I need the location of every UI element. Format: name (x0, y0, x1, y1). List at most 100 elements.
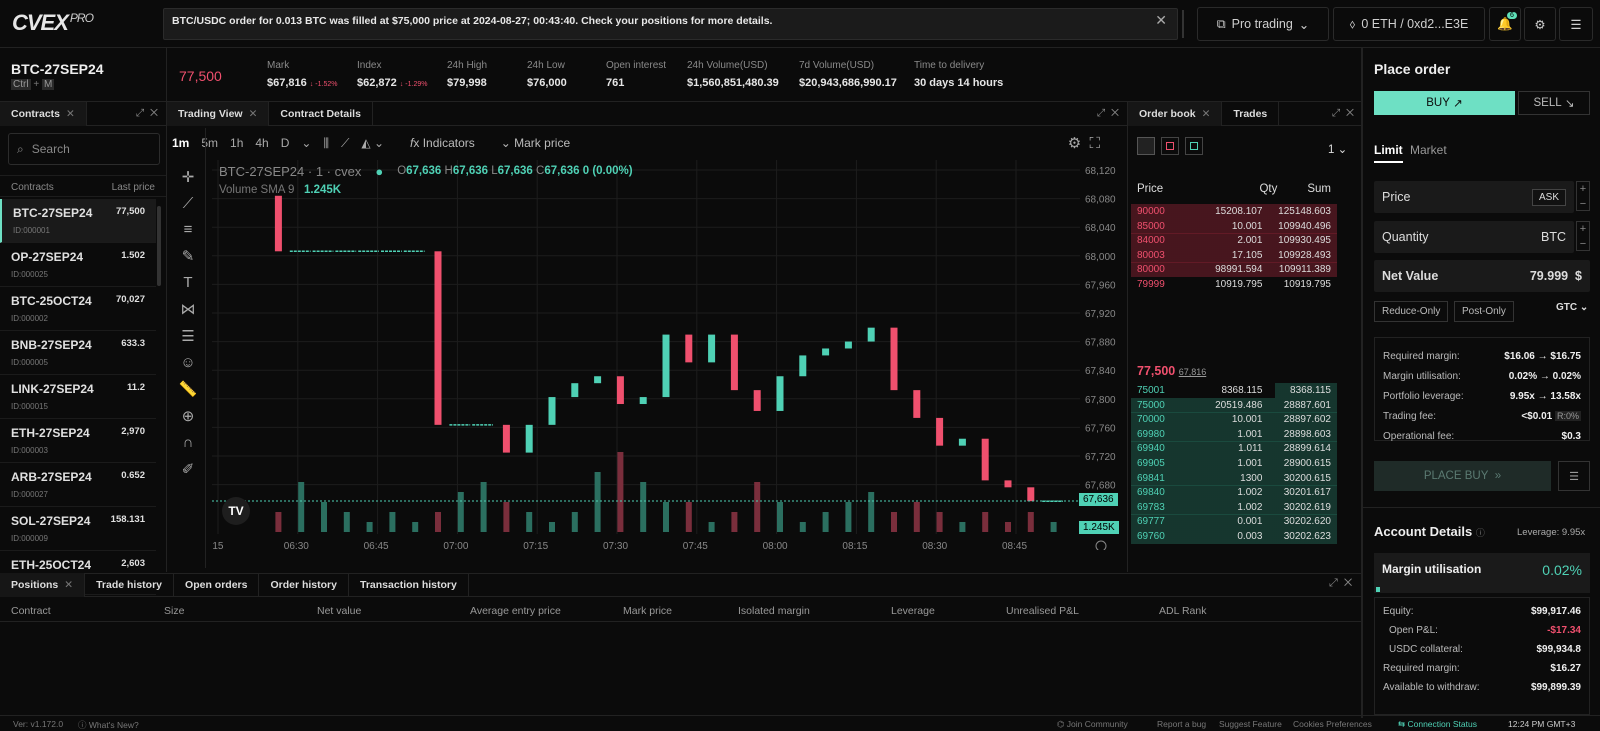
close-icon[interactable]: ✕ (248, 107, 258, 120)
wallet-button[interactable]: ⬨ 0 ETH / 0xd2...E3E (1333, 7, 1485, 41)
contract-item[interactable]: BTC-27SEP24 77,500 ID:000001 (0, 199, 156, 243)
place-buy-button[interactable]: PLACE BUY » (1374, 461, 1551, 491)
tab-order-history[interactable]: Order history (259, 573, 349, 597)
fib-icon[interactable]: ≡ (183, 221, 193, 238)
emoji-icon[interactable]: ☺ (180, 354, 196, 371)
pro-trading-dropdown[interactable]: ⧉ Pro trading ⌄ (1197, 7, 1329, 41)
tradingview-logo[interactable]: TV (222, 497, 250, 525)
expand-icon[interactable]: ⤢ ✕ (1331, 107, 1354, 119)
join-community-link[interactable]: ⌬ Join Community (1057, 719, 1128, 729)
bid-row[interactable]: 69783 1.002 30202.619 (1131, 499, 1337, 515)
tab-positions[interactable]: Positions ✕ (0, 573, 86, 597)
bid-row[interactable]: 69760 0.003 30202.623 (1131, 529, 1337, 544)
expand-icon[interactable]: ⤢ ✕ (1329, 577, 1353, 589)
info-icon[interactable]: ⓘ (1475, 528, 1485, 538)
tab-limit[interactable]: Limit (1374, 143, 1403, 163)
depth-select[interactable]: 1 ⌄ (1328, 144, 1348, 156)
notifications-button[interactable]: 🔔 6 (1489, 7, 1521, 41)
whats-new-link[interactable]: ⓘ What's New? (78, 720, 139, 730)
market-symbol[interactable]: BTC-27SEP24 (11, 61, 104, 77)
bid-row[interactable]: 70000 10.001 28897.602 (1131, 412, 1337, 428)
ruler-icon[interactable]: 📏 (178, 381, 198, 398)
ask-row[interactable]: 84000 2.001 109930.495 (1131, 233, 1337, 249)
bid-row[interactable]: 69940 1.011 28899.614 (1131, 441, 1337, 457)
contract-item[interactable]: ETH-27SEP24 2,970 ID:000003 (0, 419, 156, 463)
bid-row[interactable]: 75001 8368.115 8368.115 (1131, 383, 1337, 398)
expand-icon[interactable]: ⤢ ✕ (135, 107, 158, 119)
close-icon[interactable]: ✕ (1155, 12, 1167, 28)
area-chart-icon[interactable]: ◭ ⌄ (361, 136, 385, 150)
expand-icon[interactable]: ⤢ ✕ (1096, 107, 1119, 119)
post-only-toggle[interactable]: Post-Only (1454, 301, 1514, 322)
ask-row[interactable]: 90000 15208.107 125148.603 (1131, 204, 1337, 219)
crosshair-icon[interactable]: ✛ (181, 169, 195, 186)
forecast-icon[interactable]: ☰ (181, 328, 195, 345)
contract-item[interactable]: ARB-27SEP24 0.652 ID:000027 (0, 463, 156, 507)
tab-orderbook[interactable]: Order book ✕ (1128, 101, 1223, 126)
chevron-down-icon[interactable]: ⌄ (301, 136, 312, 150)
contract-item[interactable]: LINK-27SEP24 11.2 ID:000015 (0, 375, 156, 419)
close-icon[interactable]: ✕ (64, 579, 74, 591)
gear-icon[interactable]: ⚙ ⛶ (1067, 135, 1100, 152)
text-icon[interactable]: T (183, 274, 193, 291)
bar-chart-icon[interactable]: ⫼ (323, 135, 329, 150)
scrollbar[interactable] (157, 206, 161, 286)
price-field[interactable]: Price ASK (1374, 181, 1574, 213)
tab-trading-view[interactable]: Trading View ✕ (167, 101, 270, 126)
magnet-icon[interactable]: ∩ (182, 434, 194, 451)
reduce-only-toggle[interactable]: Reduce-Only (1374, 301, 1449, 322)
contract-item[interactable]: SOL-27SEP24 158.131 ID:000009 (0, 507, 156, 551)
interval-1m[interactable]: 1m (172, 136, 190, 150)
indicators-button[interactable]: fx Indicators (410, 136, 475, 150)
close-icon[interactable]: ✕ (1201, 107, 1211, 120)
search-input[interactable]: ⌕ Search (8, 133, 160, 165)
ask-row[interactable]: 80003 17.105 109928.493 (1131, 247, 1337, 263)
interval-5m[interactable]: 5m (201, 136, 219, 150)
bid-row[interactable]: 69905 1.001 28900.615 (1131, 456, 1337, 471)
bid-row[interactable]: 69980 1.001 28898.603 (1131, 426, 1337, 442)
tab-contract-details[interactable]: Contract Details (269, 101, 373, 126)
sell-button[interactable]: SELL ↘ (1518, 91, 1590, 115)
ask-row[interactable]: 80000 98991.594 109911.389 (1131, 262, 1337, 278)
bid-row[interactable]: 69841 1300 30200.615 (1131, 470, 1337, 486)
tab-trades[interactable]: Trades (1222, 101, 1280, 126)
tab-trade-history[interactable]: Trade history (85, 573, 175, 597)
tab-market[interactable]: Market (1410, 143, 1447, 157)
zoom-icon[interactable]: ⊕ (181, 408, 195, 425)
interval-D[interactable]: D (280, 136, 290, 150)
settings-button[interactable]: ⚙ (1524, 7, 1556, 41)
bid-row[interactable]: 69840 1.002 30201.617 (1131, 485, 1337, 501)
bid-row[interactable]: 69777 0.001 30202.620 (1131, 514, 1337, 530)
price-stepper[interactable]: + − (1576, 181, 1590, 211)
close-icon[interactable]: ✕ (66, 107, 75, 120)
buy-button[interactable]: BUY ↗ (1374, 91, 1515, 115)
both-view-icon[interactable] (1137, 137, 1155, 155)
pattern-icon[interactable]: ⋈ (180, 301, 196, 318)
logo[interactable]: CVEX PRO (12, 10, 94, 36)
price-chart[interactable]: 68,120 68,080 68,040 68,000 67,960 67,920 67,8… (212, 160, 1124, 550)
quantity-stepper[interactable]: + − (1576, 221, 1590, 251)
line-chart-icon[interactable]: ⟋ (341, 135, 350, 150)
interval-1h[interactable]: 1h (230, 136, 244, 150)
trendline-icon[interactable]: ⟋ (182, 195, 194, 212)
bid-row[interactable]: 75000 20519.486 28887.601 (1131, 397, 1337, 413)
contract-item[interactable]: BTC-25OCT24 70,027 ID:000002 (0, 287, 156, 331)
ask-button[interactable]: ASK (1531, 188, 1566, 206)
tif-dropdown[interactable]: GTC ⌄ (1556, 302, 1589, 313)
lock-draw-icon[interactable]: ✐ (181, 461, 195, 478)
tab-open-orders[interactable]: Open orders (174, 573, 260, 597)
quantity-field[interactable]: Quantity BTC (1374, 221, 1574, 253)
ask-row[interactable]: 85000 10.001 109940.496 (1131, 218, 1337, 234)
order-list-icon[interactable]: ☰ (1558, 461, 1590, 491)
interval-4h[interactable]: 4h (255, 136, 269, 150)
cookies-link[interactable]: Cookies Preferences (1293, 719, 1372, 729)
ask-row[interactable]: 79999 10919.795 10919.795 (1131, 277, 1337, 292)
contract-item[interactable]: BNB-27SEP24 633.3 ID:000005 (0, 331, 156, 375)
brush-icon[interactable]: ✎ (181, 248, 195, 265)
asks-view-icon[interactable] (1161, 137, 1179, 155)
mark-price-dropdown[interactable]: ⌄ Mark price (500, 136, 571, 150)
tab-transaction-history[interactable]: Transaction history (349, 573, 469, 597)
tab-contracts[interactable]: Contracts ✕ (0, 101, 87, 126)
bids-view-icon[interactable] (1185, 137, 1203, 155)
menu-button[interactable]: ☰ (1559, 7, 1593, 41)
